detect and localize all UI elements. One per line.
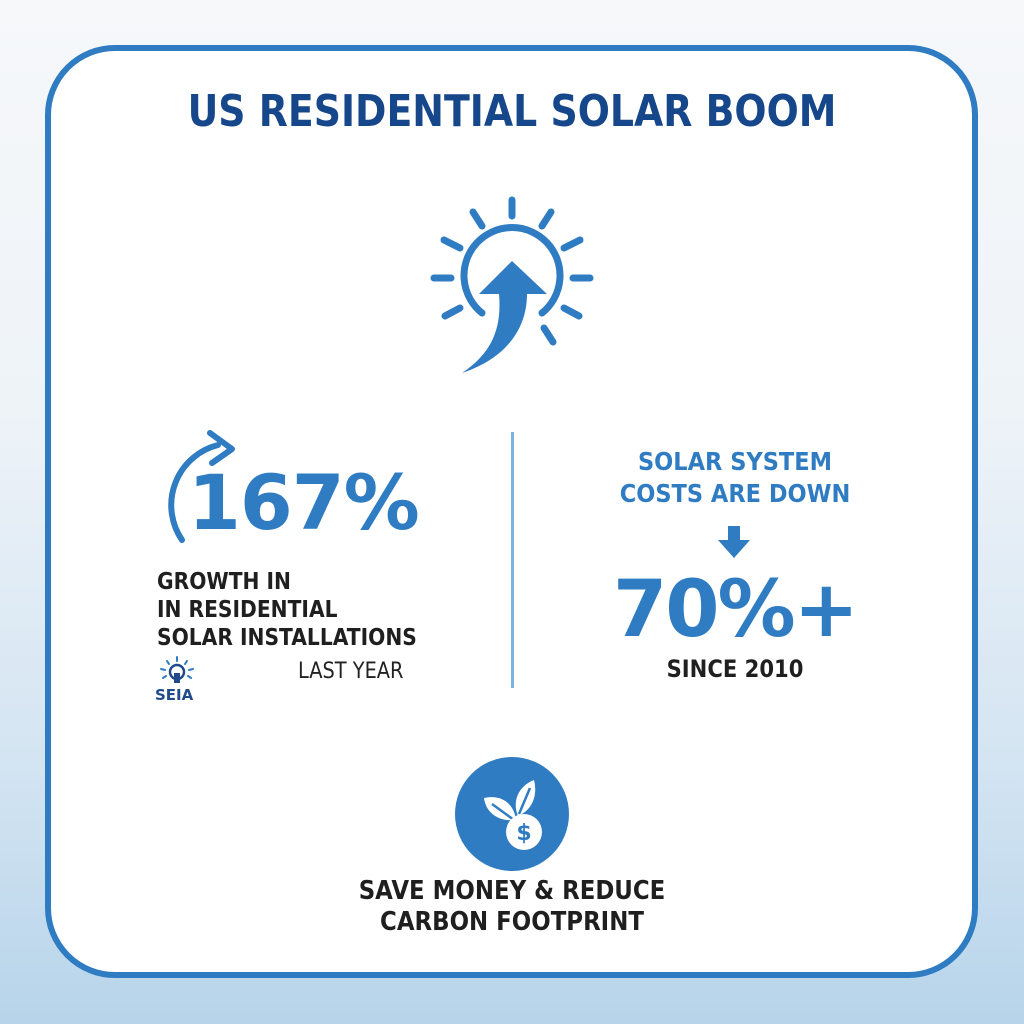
growth-description-line: GROWTH IN — [157, 569, 291, 595]
footer-message-line: CARBON FOOTPRINT — [380, 907, 644, 937]
cost-heading-line: COSTS ARE DOWN — [619, 479, 851, 508]
cost-period: SINCE 2010 — [666, 655, 804, 683]
leaves-and-dollar-coin-icon: $ — [455, 757, 569, 871]
growth-period: LAST YEAR — [298, 659, 404, 684]
growth-description-line: SOLAR INSTALLATIONS — [157, 625, 417, 651]
section-divider — [511, 432, 514, 688]
growth-description: GROWTH IN IN RESIDENTIAL SOLAR INSTALLAT… — [157, 568, 417, 652]
seia-logo-text: SEIA — [155, 686, 194, 704]
seia-lightbulb-icon — [160, 656, 194, 683]
sun-with-upward-arrow-icon — [430, 196, 594, 373]
footer-message-line: SAVE MONEY & REDUCE — [358, 876, 666, 906]
cost-heading: SOLAR SYSTEM COSTS ARE DOWN — [614, 446, 857, 510]
growth-percentage: 167% — [188, 458, 420, 547]
cost-heading-line: SOLAR SYSTEM — [637, 447, 833, 476]
footer-message: SAVE MONEY & REDUCE CARBON FOOTPRINT — [61, 876, 962, 938]
svg-text:$: $ — [516, 821, 531, 846]
circular-arrow-icon — [168, 430, 235, 543]
seia-logo: SEIA — [155, 655, 200, 707]
page-title: US RESIDENTIAL SOLAR BOOM — [187, 86, 837, 137]
cost-reduction-percentage: 70%+ — [612, 565, 859, 655]
growth-description-line: IN RESIDENTIAL — [157, 597, 338, 623]
down-arrow-icon — [718, 526, 750, 558]
